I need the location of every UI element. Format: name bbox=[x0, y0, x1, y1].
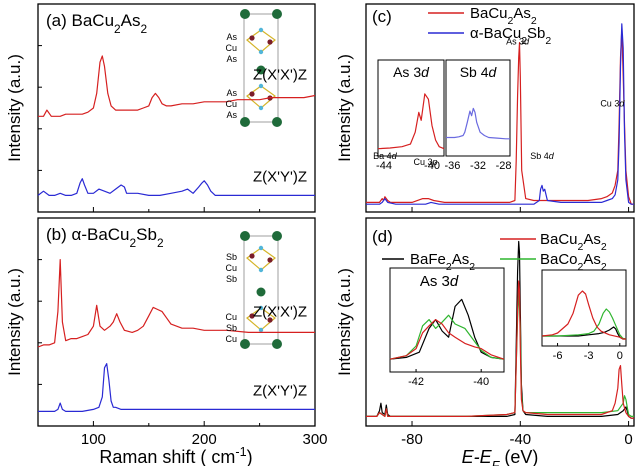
panel-c-label: (c) bbox=[372, 7, 392, 26]
raman-b-series-label-0: Z(X'X')Z bbox=[253, 303, 307, 320]
inset-d-1-xticklabel-2: 0 bbox=[617, 350, 623, 362]
inset-c-1-xticklabel-1: -32 bbox=[470, 160, 486, 172]
annotation-c-3: Sb 4d bbox=[530, 151, 555, 161]
inset-d-0-xticklabel-0: -42 bbox=[408, 376, 424, 388]
structure-a-top-label-2: As bbox=[226, 54, 237, 64]
structure-a-bottom-label-1: Cu bbox=[225, 99, 237, 109]
inset-d-0-xticklabel-1: -40 bbox=[473, 376, 489, 388]
raman-b-series-1 bbox=[38, 363, 315, 412]
inset-c-0-series bbox=[377, 93, 445, 150]
inset-c-0-title: As 3d bbox=[393, 64, 430, 80]
inset-c-1-xticklabel-2: -28 bbox=[496, 160, 512, 172]
raman-b-series-0 bbox=[37, 259, 315, 348]
structure-a-top-label-0: As bbox=[226, 32, 237, 42]
legend-c-label-0: BaCu2As2 bbox=[470, 5, 537, 27]
panel-d-xlabel: E-EF (eV) bbox=[462, 447, 539, 466]
annotation-c-1: Cu 3p bbox=[414, 157, 438, 167]
structure-b-top-label-1: Cu bbox=[225, 263, 237, 273]
raman-a-series-1 bbox=[37, 178, 315, 196]
panel-b-xticklabel-0: 100 bbox=[81, 431, 106, 448]
annotation-c-4: Cu 3d bbox=[600, 98, 625, 108]
inset-d-0-series-2 bbox=[389, 319, 505, 360]
panel-d-xticklabel-2: 0 bbox=[624, 431, 632, 448]
panel-a-label: (a) BaCu2As2 bbox=[46, 11, 148, 36]
raman-a-series-0 bbox=[38, 55, 316, 117]
inset-c-1-title: Sb 4d bbox=[460, 64, 498, 80]
panel-d-xticklabel-1: -40 bbox=[509, 431, 531, 448]
inset-c-0-xticklabel-0: -44 bbox=[376, 160, 392, 172]
crystal-structure-a bbox=[240, 9, 282, 127]
inset-d-1-series-2 bbox=[541, 290, 626, 340]
xps-d-series-2 bbox=[366, 280, 634, 419]
inset-c-sb4d-frame bbox=[445, 59, 511, 157]
panel-b-xticklabel-1: 200 bbox=[192, 431, 217, 448]
structure-b-top-label-2: Sb bbox=[226, 274, 237, 284]
panel-d-ylabel: Intensity (a.u.) bbox=[335, 268, 354, 376]
structure-b-bottom-label-1: Sb bbox=[226, 323, 237, 333]
panel-b-xticklabel-2: 300 bbox=[302, 431, 327, 448]
structure-b-bottom-label-0: Cu bbox=[225, 312, 237, 322]
inset-d-0-title: As 3d bbox=[420, 273, 459, 290]
panel-b-ylabel: Intensity (a.u.) bbox=[5, 268, 24, 376]
legend-d-label-0: BaCu2As2 bbox=[540, 231, 607, 253]
structure-a-top-label-1: Cu bbox=[225, 43, 237, 53]
crystal-structure-b bbox=[240, 231, 282, 349]
inset-c-0-xticklabel-1: -40 bbox=[424, 160, 440, 172]
inset-d-1-xticklabel-0: -6 bbox=[553, 350, 563, 362]
panel-d-frame bbox=[365, 217, 635, 427]
panel-b-label: (b) α-BaCu2Sb2 bbox=[46, 225, 164, 250]
panel-a-ylabel: Intensity (a.u.) bbox=[5, 54, 24, 162]
panel-c-frame bbox=[365, 3, 635, 213]
inset-c-1-series bbox=[446, 107, 510, 140]
structure-a-bottom-label-0: As bbox=[226, 88, 237, 98]
inset-c-as3d-frame bbox=[377, 59, 445, 157]
legend-d-label-2: BaCo2As2 bbox=[540, 251, 607, 273]
raman-b-series-label-1: Z(X'Y')Z bbox=[253, 382, 307, 399]
panel-d-label: (d) bbox=[372, 227, 393, 246]
structure-b-top-label-0: Sb bbox=[226, 252, 237, 262]
annotation-c-2: As 3d bbox=[506, 36, 530, 46]
inset-d-1-xticklabel-1: -3 bbox=[584, 350, 594, 362]
legend-d-label-1: BaFe2As2 bbox=[410, 251, 475, 273]
panel-a-frame bbox=[37, 3, 316, 213]
panel-b-xlabel: Raman shift ( cm-1) bbox=[99, 445, 252, 466]
inset-d-1-series-1 bbox=[542, 308, 627, 340]
chart-dynamic-layer: Z(X'X')Z Z(X'Y')Z (a) BaCu2As2 Intensity (a… bbox=[5, 5, 634, 466]
panel-d-xticklabel-0: -80 bbox=[401, 431, 423, 448]
panel-c-ylabel: Intensity (a.u.) bbox=[335, 54, 354, 162]
inset-c-1-xticklabel-0: -36 bbox=[444, 160, 460, 172]
panel-b-frame bbox=[37, 217, 316, 427]
annotation-c-0: Ba 4d bbox=[373, 151, 398, 161]
raman-a-series-label-0: Z(X'X')Z bbox=[253, 67, 307, 84]
xps-c-series-1 bbox=[366, 23, 634, 205]
raman-a-series-label-1: Z(X'Y')Z bbox=[253, 168, 307, 185]
structure-b-bottom-label-2: Cu bbox=[225, 334, 237, 344]
legend-c-label-1: α-BaCu2Sb2 bbox=[470, 25, 551, 47]
structure-a-bottom-label-2: As bbox=[226, 110, 237, 120]
